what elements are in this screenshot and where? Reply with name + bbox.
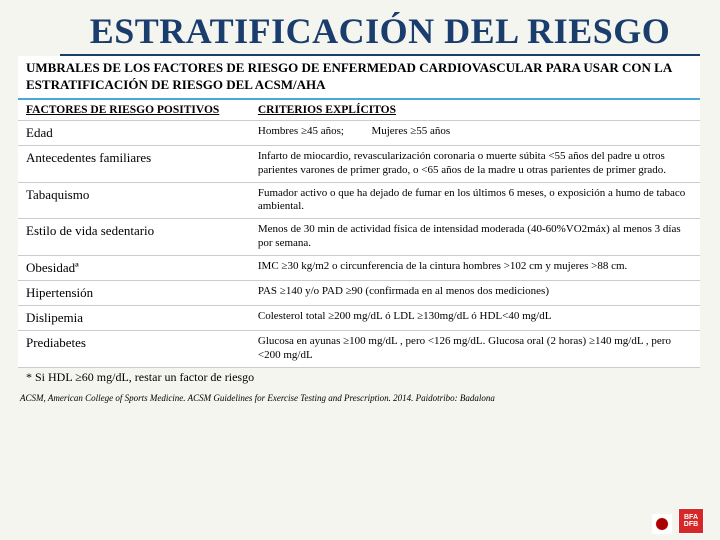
table-header-row: FACTORES DE RIESGO POSITIVOS CRITERIOS E… [18, 100, 700, 121]
table-row: Obesidadª IMC ≥30 kg/m2 o circunferencia… [18, 255, 700, 280]
header-factor: FACTORES DE RIESGO POSITIVOS [18, 100, 250, 121]
criteria-cell: IMC ≥30 kg/m2 o circunferencia de la cin… [250, 255, 700, 280]
criteria-cell: Hombres ≥45 años; Mujeres ≥55 años [250, 120, 700, 145]
content-area: UMBRALES DE LOS FACTORES DE RIESGO DE EN… [0, 56, 720, 389]
footnote: * Si HDL ≥60 mg/dL, restar un factor de … [18, 368, 700, 389]
criteria-cell: PAS ≥140 y/o PAD ≥90 (confirmada en al m… [250, 280, 700, 305]
header-criteria: CRITERIOS EXPLÍCITOS [250, 100, 700, 121]
table-row: Estilo de vida sedentario Menos de 30 mi… [18, 219, 700, 256]
table-row: Prediabetes Glucosa en ayunas ≥100 mg/dL… [18, 331, 700, 368]
table-row: Dislipemia Colesterol total ≥200 mg/dL ó… [18, 306, 700, 331]
factor-cell: Hipertensión [18, 280, 250, 305]
criteria-cell: Fumador activo o que ha dejado de fumar … [250, 182, 700, 219]
subtitle-bar: UMBRALES DE LOS FACTORES DE RIESGO DE EN… [18, 56, 700, 100]
table-row: Edad Hombres ≥45 años; Mujeres ≥55 años [18, 120, 700, 145]
factor-cell: Tabaquismo [18, 182, 250, 219]
risk-factors-table: FACTORES DE RIESGO POSITIVOS CRITERIOS E… [18, 100, 700, 368]
page-title: ESTRATIFICACIÓN DEL RIESGO [60, 0, 700, 56]
table-row: Hipertensión PAS ≥140 y/o PAD ≥90 (confi… [18, 280, 700, 305]
factor-cell: Edad [18, 120, 250, 145]
criteria-cell: Glucosa en ayunas ≥100 mg/dL , pero <126… [250, 331, 700, 368]
table-row: Tabaquismo Fumador activo o que ha dejad… [18, 182, 700, 219]
criteria-cell: Menos de 30 min de actividad física de i… [250, 219, 700, 256]
bfa-logo-icon: BFA DFB [678, 508, 704, 534]
criteria-cell: Infarto de miocardio, revascularización … [250, 146, 700, 183]
criteria-cell: Colesterol total ≥200 mg/dL ó LDL ≥130mg… [250, 306, 700, 331]
secondary-logo-icon [652, 514, 672, 534]
factor-cell: Antecedentes familiares [18, 146, 250, 183]
factor-cell: Obesidadª [18, 255, 250, 280]
factor-cell: Estilo de vida sedentario [18, 219, 250, 256]
citation: ACSM, American College of Sports Medicin… [0, 389, 720, 403]
factor-cell: Dislipemia [18, 306, 250, 331]
table-row: Antecedentes familiares Infarto de mioca… [18, 146, 700, 183]
factor-cell: Prediabetes [18, 331, 250, 368]
